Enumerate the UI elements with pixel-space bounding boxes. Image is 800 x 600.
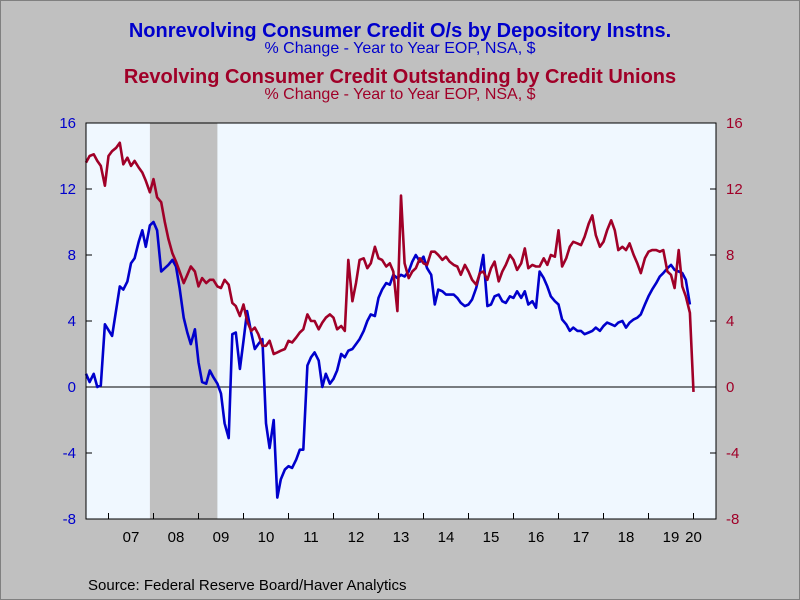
y-right-tick-label: -8	[726, 511, 739, 528]
x-tick-label: 07	[123, 529, 140, 546]
source-note: Source: Federal Reserve Board/Haver Anal…	[88, 577, 407, 594]
y-left-tick-label: -4	[63, 445, 76, 462]
y-left-tick-label: 12	[59, 181, 76, 198]
x-tick-label: 16	[528, 529, 545, 546]
x-tick-label: 17	[573, 529, 590, 546]
x-tick-label: 18	[618, 529, 635, 546]
y-right-tick-label: 4	[726, 313, 734, 330]
series-2-line	[84, 141, 695, 392]
y-right-tick-label: -4	[726, 445, 739, 462]
y-left-tick-label: 0	[68, 379, 76, 396]
series1-title: Nonrevolving Consumer Credit O/s by Depo…	[128, 20, 672, 42]
y-left-tick-label: 4	[68, 313, 76, 330]
series-1-line	[84, 220, 692, 499]
y-right-tick-label: 12	[726, 181, 743, 198]
x-tick-label: 20	[685, 529, 702, 546]
x-tick-label: 10	[258, 529, 275, 546]
y-right-tick-label: 16	[726, 115, 743, 132]
series2-title: Revolving Consumer Credit Outstanding by…	[123, 66, 677, 88]
y-right-tick-label: 8	[726, 247, 734, 264]
x-tick-label: 19	[663, 529, 680, 546]
series2-subtitle: % Change - Year to Year EOP, NSA, $	[264, 86, 536, 103]
x-tick-label: 11	[303, 529, 319, 546]
x-tick-label: 12	[348, 529, 365, 546]
y-right-tick-label: 0	[726, 379, 734, 396]
y-left-tick-label: 8	[68, 247, 76, 264]
x-tick-label: 08	[168, 529, 185, 546]
series1-subtitle: % Change - Year to Year EOP, NSA, $	[264, 40, 536, 57]
x-tick-label: 14	[438, 529, 455, 546]
y-left-tick-label: 16	[59, 115, 76, 132]
x-tick-label: 09	[213, 529, 230, 546]
x-tick-label: 15	[483, 529, 500, 546]
x-tick-label: 13	[393, 529, 410, 546]
y-left-tick-label: -8	[63, 511, 76, 528]
